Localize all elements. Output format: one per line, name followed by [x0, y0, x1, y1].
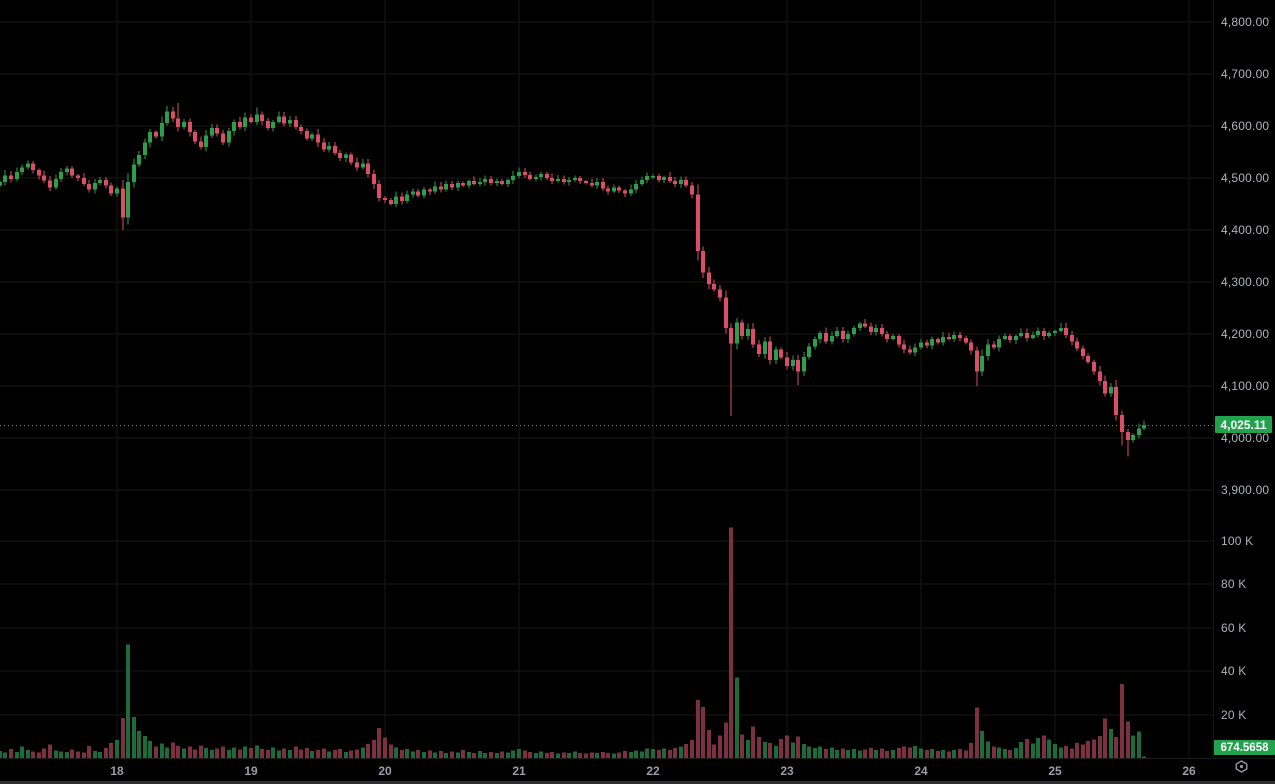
price-tick-label: 4,600.00: [1221, 119, 1270, 133]
date-label: 26: [1182, 764, 1196, 778]
price-tick-label: 4,200.00: [1221, 327, 1270, 341]
price-tick-label: 4,400.00: [1221, 223, 1270, 237]
date-label: 22: [646, 764, 660, 778]
date-label: 19: [244, 764, 258, 778]
price-tick-label: 4,000.00: [1221, 431, 1270, 445]
settings-gear-icon[interactable]: [1233, 758, 1250, 775]
date-label: 18: [110, 764, 124, 778]
price-tick-label: 4,800.00: [1221, 15, 1270, 29]
gear-glyph: [1235, 760, 1248, 773]
price-axis[interactable]: [1213, 0, 1275, 758]
date-label: 25: [1048, 764, 1062, 778]
candlestick-chart-canvas[interactable]: [0, 0, 1275, 758]
price-tick-label: 4,100.00: [1221, 379, 1270, 393]
bottom-edge-divider: [0, 781, 1275, 784]
volume-tick-label: 40 K: [1221, 664, 1247, 679]
date-label: 23: [780, 764, 794, 778]
volume-tick-label: 100 K: [1221, 534, 1254, 548]
volume-tick-label: 80 K: [1221, 577, 1247, 592]
volume-tick-label: 60 K: [1221, 620, 1247, 635]
price-tick-label: 4,300.00: [1221, 275, 1270, 289]
price-tick-label: 3,900.00: [1221, 483, 1270, 497]
price-tick-label: 4,700.00: [1221, 67, 1270, 81]
time-axis[interactable]: 18 19 20 21 22 23 24 25 26: [0, 758, 1275, 784]
last-price-value: 4,025.11: [1220, 417, 1267, 432]
last-price-badge: 4,025.11: [1215, 416, 1272, 433]
date-label: 20: [378, 764, 392, 778]
date-label: 21: [512, 764, 526, 778]
volume-tick-label: 20 K: [1221, 707, 1247, 722]
last-volume-value: 674.5658: [1220, 741, 1269, 754]
date-label: 24: [914, 764, 928, 778]
price-tick-label: 4,500.00: [1221, 171, 1270, 185]
last-volume-badge: 674.5658: [1214, 740, 1275, 755]
